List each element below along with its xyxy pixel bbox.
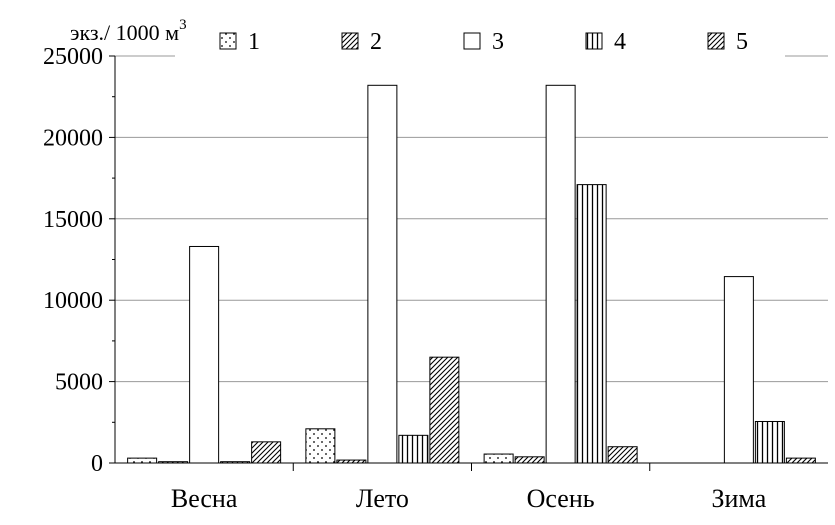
gridlines [115,55,828,383]
category-labels: Весна Лето Осень Зима [171,484,767,513]
y-tick-label: 5000 [55,370,103,396]
bar [785,457,816,464]
bar [483,453,514,464]
legend-label: 3 [492,29,504,55]
y-axis-label: экз./ 1000 м3 [70,17,187,45]
x-category-label: Осень [527,484,595,513]
axes [109,55,828,471]
bar [251,441,282,464]
legend-swatch [219,32,237,50]
y-tick-label: 10000 [43,288,103,314]
legend-label: 1 [248,29,260,55]
y-tick-label: 15000 [43,207,103,233]
tick-labels: 0 5000 10000 15000 20000 25000 [43,44,103,477]
bar [545,84,576,464]
bar [723,276,754,464]
x-category-label: Зима [711,484,766,513]
y-tick-label: 0 [91,451,103,477]
bars [127,84,816,464]
legend-swatch [585,32,603,50]
bar [189,245,220,464]
legend-label: 2 [370,29,382,55]
bar [754,420,785,464]
y-tick-label: 25000 [43,44,103,70]
bar [398,434,429,464]
legend-label: 5 [736,29,748,55]
bar [576,184,607,464]
x-category-label: Весна [171,484,238,513]
x-category-label: Лето [356,484,409,513]
legend: 1 2 3 4 5 [219,29,748,55]
bar [305,428,336,464]
bar [607,446,638,464]
legend-swatch [463,32,481,50]
legend-swatch [707,32,725,50]
bar [367,84,398,464]
legend-swatch [341,32,359,50]
bar [127,457,158,464]
y-tick-label: 20000 [43,125,103,151]
bar [514,456,545,464]
legend-label: 4 [614,29,626,55]
bar [429,356,460,464]
